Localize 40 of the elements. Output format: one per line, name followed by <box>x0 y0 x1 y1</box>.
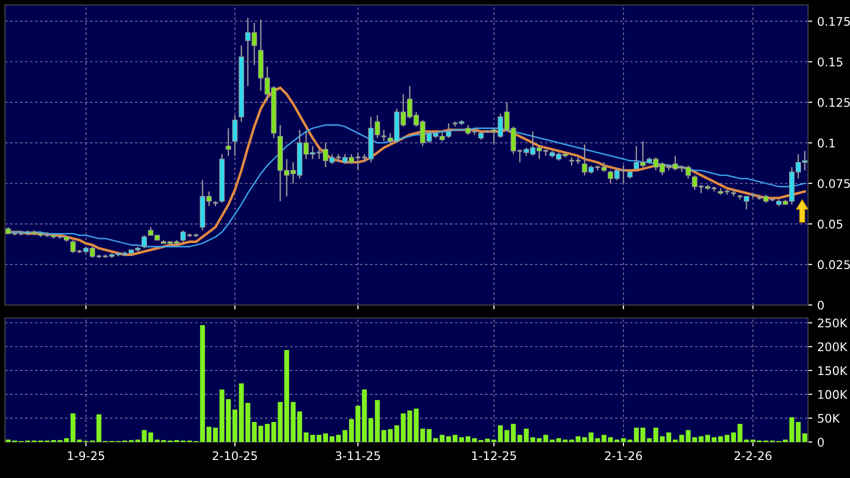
bar <box>536 438 542 442</box>
y-tick-label: 0.05 <box>818 220 842 229</box>
y-tick-label: 250K <box>818 318 848 328</box>
bar <box>407 410 412 442</box>
y-tick-label: 0 <box>818 300 824 310</box>
candlestick <box>232 114 238 156</box>
bar <box>400 413 406 442</box>
bar <box>264 424 270 442</box>
y-tick-label: 0.175 <box>818 16 850 26</box>
bar <box>258 426 264 442</box>
y-tick-label: 0.125 <box>818 98 850 107</box>
bar <box>148 432 154 442</box>
y-tick-label: 50K <box>818 414 840 423</box>
bar <box>142 430 147 442</box>
bar <box>278 402 283 442</box>
x-tick-label: 2-10-25 <box>212 451 257 460</box>
x-tick-label: 2-2-26 <box>734 451 772 460</box>
x-tick-label: 2-1-26 <box>605 451 642 460</box>
bar <box>394 425 400 442</box>
y-tick-label: 150K <box>818 366 848 376</box>
y-tick-label: 0.075 <box>818 179 850 188</box>
y-tick-label: 0.1 <box>818 138 835 148</box>
bar <box>530 437 536 442</box>
bar <box>796 422 801 442</box>
bar <box>679 434 684 442</box>
x-tick-label: 1-12-25 <box>472 451 516 460</box>
y-tick-label: 0.15 <box>818 57 842 66</box>
candlestick <box>142 234 147 249</box>
bar <box>414 408 419 442</box>
bar <box>666 432 672 442</box>
bar <box>543 434 548 442</box>
y-tick-label: 200K <box>818 342 848 352</box>
y-tick-label: 100K <box>818 390 848 399</box>
y-tick-label: 0.025 <box>818 260 850 270</box>
x-tick-label: 1-9-25 <box>68 451 104 460</box>
candlestick <box>226 128 232 156</box>
x-tick-label: 3-11-25 <box>336 451 380 460</box>
bar <box>271 422 276 442</box>
bar <box>802 433 808 442</box>
y-tick-label: 0 <box>818 438 824 447</box>
